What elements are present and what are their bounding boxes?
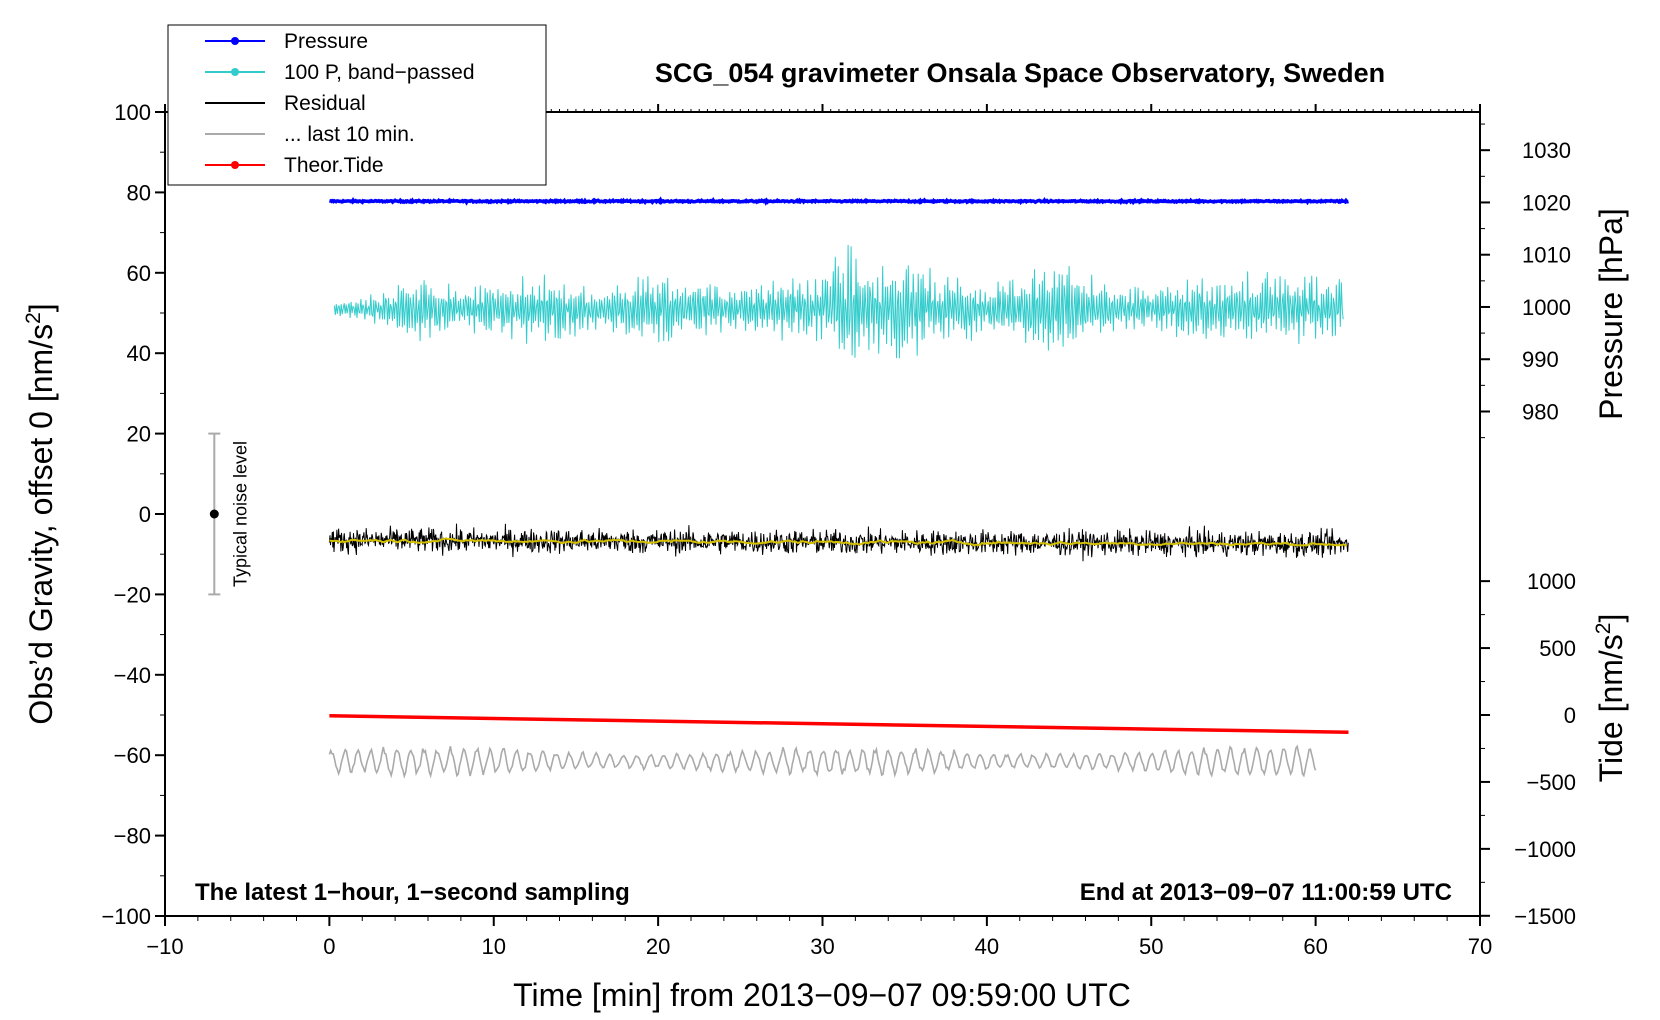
y-tick-label: −100 (101, 904, 151, 929)
x-tick-label: −10 (146, 934, 183, 959)
pressure-axis-title: Pressure [hPa] (1593, 208, 1629, 420)
tide-tick-label: 500 (1539, 636, 1576, 661)
bandpassed-pressure-line (333, 244, 1344, 359)
pressure-tick-label: 1020 (1522, 190, 1571, 215)
legend: Pressure 100 P, band−passed Residual ... la… (167, 24, 547, 186)
x-axis-title: Time [min] from 2013−09−07 09:59:00 UTC (513, 977, 1131, 1013)
last-10-min-line (328, 744, 1317, 779)
y-tick-label: 40 (127, 341, 151, 366)
x-tick-label: 30 (810, 934, 834, 959)
x-axis-ticks: −10 0 10 20 30 40 50 60 70 (146, 104, 1492, 959)
pressure-tick-label: 1010 (1522, 243, 1571, 268)
tide-axis-ticks: −1500 −1000 −500 0 500 1000 (1480, 569, 1576, 929)
pressure-tick-label: 1000 (1522, 295, 1571, 320)
chart-title: SCG_054 gravimeter Onsala Space Observat… (655, 58, 1385, 88)
tide-tick-label: −1000 (1514, 837, 1576, 862)
pressure-tick-label: 980 (1522, 399, 1559, 424)
x-tick-label: 70 (1468, 934, 1492, 959)
pressure-tick-label: 990 (1522, 347, 1559, 372)
legend-box (167, 24, 547, 186)
legend-label: Residual (284, 92, 366, 115)
y-tick-label: −20 (114, 582, 151, 607)
x-tick-label: 10 (482, 934, 506, 959)
legend-label: Theor.Tide (284, 154, 384, 177)
noise-level-label: Typical noise level (230, 441, 250, 587)
legend-swatch-marker (231, 161, 239, 169)
legend-label: ... last 10 min. (284, 123, 415, 146)
noise-level-indicator: Typical noise level (208, 432, 250, 596)
x-tick-label: 0 (323, 934, 335, 959)
x-tick-label: 50 (1139, 934, 1163, 959)
y-tick-label: 20 (127, 422, 151, 447)
tide-axis-title: Tide [nm/s2] (1592, 614, 1629, 783)
pressure-tick-label: 1030 (1522, 138, 1571, 163)
residual-smoothed-line (329, 537, 1348, 547)
y-tick-label: −60 (114, 743, 151, 768)
x-tick-label: 20 (646, 934, 670, 959)
legend-label: 100 P, band−passed (284, 61, 475, 84)
y-axis-ticks: −100 −80 −60 −40 −20 0 20 40 60 80 100 (101, 100, 165, 929)
legend-label: Pressure (284, 30, 368, 53)
noise-bar-center-dot (209, 509, 219, 519)
legend-swatch-marker (231, 68, 239, 76)
plot-frame (164, 111, 1481, 917)
x-tick-label: 40 (975, 934, 999, 959)
note-end-time: End at 2013−09−07 11:00:59 UTC (1080, 879, 1452, 906)
note-sampling: The latest 1−hour, 1−second sampling (195, 879, 630, 906)
legend-swatch-marker (231, 37, 239, 45)
series-lines (328, 196, 1349, 779)
y-tick-label: 80 (127, 180, 151, 205)
tide-tick-label: −1500 (1514, 904, 1576, 929)
y-tick-label: 0 (139, 502, 151, 527)
x-tick-label: 60 (1303, 934, 1327, 959)
y-tick-label: −40 (114, 663, 151, 688)
theoretical-tide-line (329, 714, 1349, 735)
y-axis-title: Obs’d Gravity, offset 0 [nm/s2] (22, 303, 59, 724)
y-tick-label: 100 (114, 100, 151, 125)
y-tick-label: −80 (114, 824, 151, 849)
y-tick-label: 60 (127, 261, 151, 286)
pressure-line (328, 196, 1349, 206)
pressure-axis-ticks: 980 990 1000 1010 1020 1030 (1480, 123, 1571, 439)
tide-tick-label: −500 (1526, 770, 1576, 795)
tide-tick-label: 1000 (1527, 569, 1576, 594)
tide-tick-label: 0 (1564, 703, 1576, 728)
